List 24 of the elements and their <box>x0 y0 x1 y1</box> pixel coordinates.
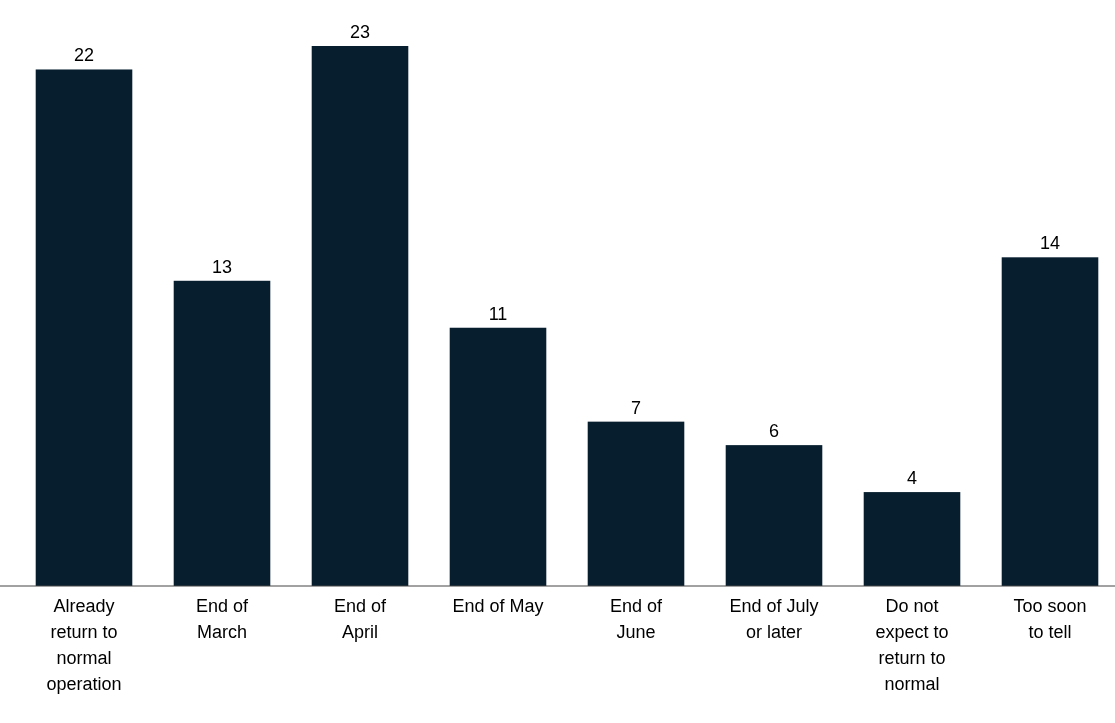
x-tick-label: End of April <box>333 596 388 642</box>
data-label: 4 <box>906 468 918 489</box>
bar <box>173 280 271 586</box>
bar <box>311 46 409 586</box>
data-label: 11 <box>488 303 508 324</box>
data-label: 6 <box>768 421 780 442</box>
bar <box>1001 257 1099 586</box>
x-tick-label: Already return to normal operation <box>46 596 122 694</box>
x-tick-label: Do not expect to return to normal <box>875 596 949 694</box>
x-tick-label: End of June <box>609 596 664 642</box>
data-label: 14 <box>1039 233 1061 254</box>
data-label: 13 <box>211 256 233 277</box>
bar <box>449 327 547 586</box>
data-label: 23 <box>349 22 371 42</box>
data-label: 7 <box>630 397 642 418</box>
bar <box>35 69 133 586</box>
x-tick-label: Too soon to tell <box>1013 596 1087 642</box>
x-tick-label: End of July or later <box>729 596 819 642</box>
data-label: 22 <box>73 45 95 66</box>
bar <box>863 492 961 586</box>
x-tick-label: End of March <box>195 596 250 642</box>
bar <box>725 445 823 586</box>
bar <box>587 421 685 586</box>
x-tick-label: End of May <box>452 596 544 616</box>
